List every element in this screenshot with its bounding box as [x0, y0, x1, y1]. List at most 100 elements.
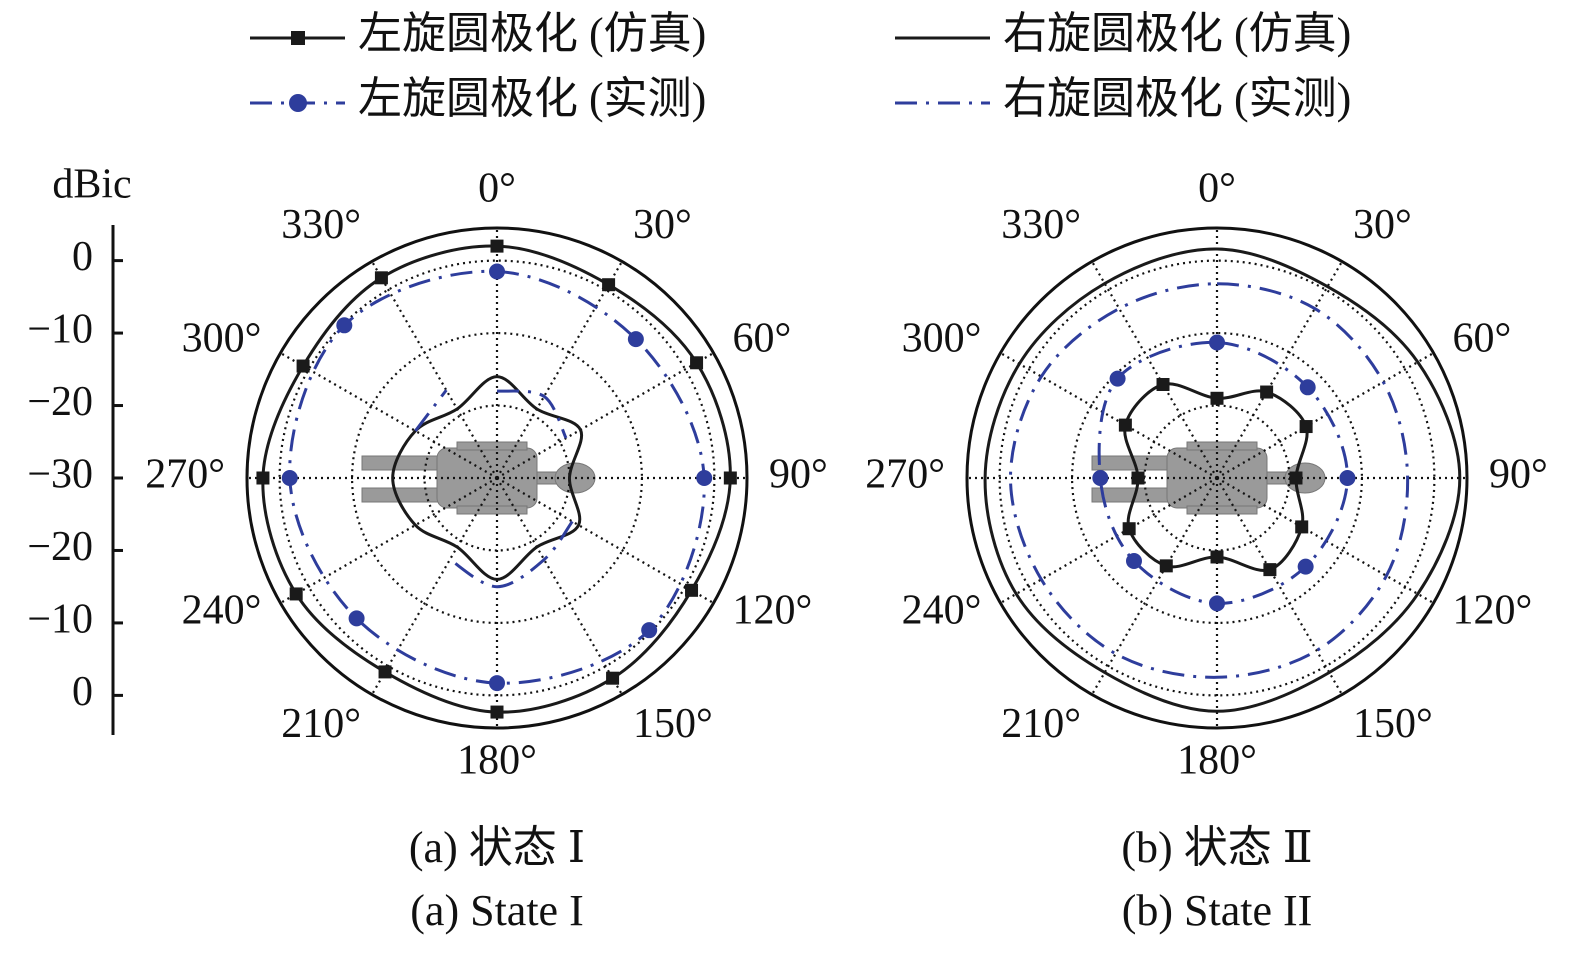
theta-tick-label: 30° — [1353, 202, 1412, 248]
marker — [1092, 470, 1109, 486]
marker — [723, 471, 737, 485]
marker — [1295, 520, 1309, 534]
arm — [456, 505, 528, 515]
marker — [489, 675, 505, 692]
grid-spoke — [1216, 352, 1435, 479]
grid-spoke — [496, 260, 623, 479]
marker — [348, 610, 365, 627]
polar-frame — [245, 226, 749, 730]
marker — [1260, 385, 1274, 399]
marker — [489, 263, 505, 280]
theta-tick-label: 90° — [769, 452, 828, 498]
marker — [490, 705, 504, 719]
chart-title: (b) 状态 Ⅱ — [1121, 823, 1312, 872]
marker — [1109, 370, 1126, 387]
arm — [1186, 505, 1258, 515]
r-axis-label: dBic — [52, 162, 131, 208]
marker — [627, 331, 644, 348]
marker — [1297, 558, 1314, 575]
marker — [1263, 563, 1277, 577]
marker — [1209, 334, 1225, 351]
legend-label: 右旋圆极化 (实测) — [1003, 74, 1351, 123]
marker — [1156, 377, 1170, 391]
leg — [361, 487, 443, 503]
polar-frame — [965, 226, 1469, 730]
r-tick-label: −20 — [27, 524, 93, 570]
grid-spoke — [496, 352, 715, 479]
marker — [696, 470, 713, 486]
series-line — [414, 389, 574, 589]
arm — [1186, 441, 1258, 451]
theta-tick-label: 120° — [1453, 588, 1533, 634]
theta-tick-label: 150° — [633, 701, 713, 747]
r-tick-label: −10 — [27, 597, 93, 643]
chart-subtitle: (b) State II — [1122, 886, 1313, 935]
marker — [1289, 471, 1303, 485]
grid-spoke — [371, 477, 498, 696]
marker — [602, 278, 616, 292]
theta-tick-label: 30° — [633, 202, 692, 248]
arm — [456, 441, 528, 451]
marker — [685, 583, 699, 597]
series-line — [983, 247, 1462, 713]
theta-tick-label: 300° — [902, 316, 982, 362]
r-tick-label: 0 — [72, 669, 93, 715]
legend-marker — [289, 94, 307, 112]
legend-label: 左旋圆极化 (仿真) — [358, 9, 706, 58]
marker — [690, 356, 704, 370]
marker — [378, 665, 392, 679]
marker — [1122, 522, 1136, 536]
theta-tick-label: 60° — [1453, 316, 1512, 362]
marker — [1210, 550, 1224, 564]
grid-spoke — [1216, 477, 1343, 696]
r-tick-label: −10 — [27, 307, 93, 353]
chart-subtitle: (a) State I — [410, 886, 583, 935]
legend-label: 左旋圆极化 (实测) — [358, 74, 706, 123]
theta-tick-label: 120° — [733, 588, 813, 634]
theta-tick-label: 180° — [457, 738, 537, 784]
marker — [281, 470, 298, 486]
theta-tick-label: 90° — [1489, 452, 1548, 498]
theta-tick-label: 210° — [1001, 701, 1081, 747]
marker — [1159, 559, 1173, 573]
theta-tick-label: 0° — [1198, 166, 1236, 212]
series-line — [1008, 282, 1410, 679]
marker — [1125, 553, 1142, 570]
r-tick-label: 0 — [72, 234, 93, 280]
legend-label: 右旋圆极化 (仿真) — [1003, 9, 1351, 58]
marker — [336, 317, 353, 334]
theta-tick-label: 270° — [145, 452, 225, 498]
grid-spoke — [371, 260, 498, 479]
leg — [361, 455, 443, 471]
grid-spoke — [1091, 477, 1218, 696]
theta-tick-label: 150° — [1353, 701, 1433, 747]
theta-tick-label: 270° — [865, 452, 945, 498]
theta-tick-label: 240° — [902, 588, 982, 634]
chart-title: (a) 状态 Ⅰ — [409, 823, 585, 872]
marker — [1339, 470, 1356, 486]
grid-spoke — [496, 477, 715, 604]
theta-tick-label: 330° — [281, 202, 361, 248]
marker — [256, 471, 270, 485]
theta-tick-label: 60° — [733, 316, 792, 362]
marker — [374, 271, 388, 285]
marker — [1209, 595, 1225, 612]
r-tick-label: −20 — [27, 379, 93, 425]
marker — [296, 359, 310, 373]
marker — [289, 587, 303, 601]
theta-tick-label: 300° — [182, 316, 262, 362]
marker — [1299, 420, 1313, 434]
theta-tick-label: 180° — [1177, 738, 1257, 784]
theta-tick-label: 0° — [478, 166, 516, 212]
marker — [1210, 391, 1224, 405]
r-tick-label: −30 — [27, 452, 93, 498]
theta-tick-label: 240° — [182, 588, 262, 634]
legend-marker — [291, 31, 305, 45]
marker — [1131, 471, 1145, 485]
marker — [1118, 418, 1132, 432]
marker — [1299, 379, 1316, 396]
marker — [606, 671, 620, 685]
theta-tick-label: 330° — [1001, 202, 1081, 248]
marker — [641, 622, 658, 639]
